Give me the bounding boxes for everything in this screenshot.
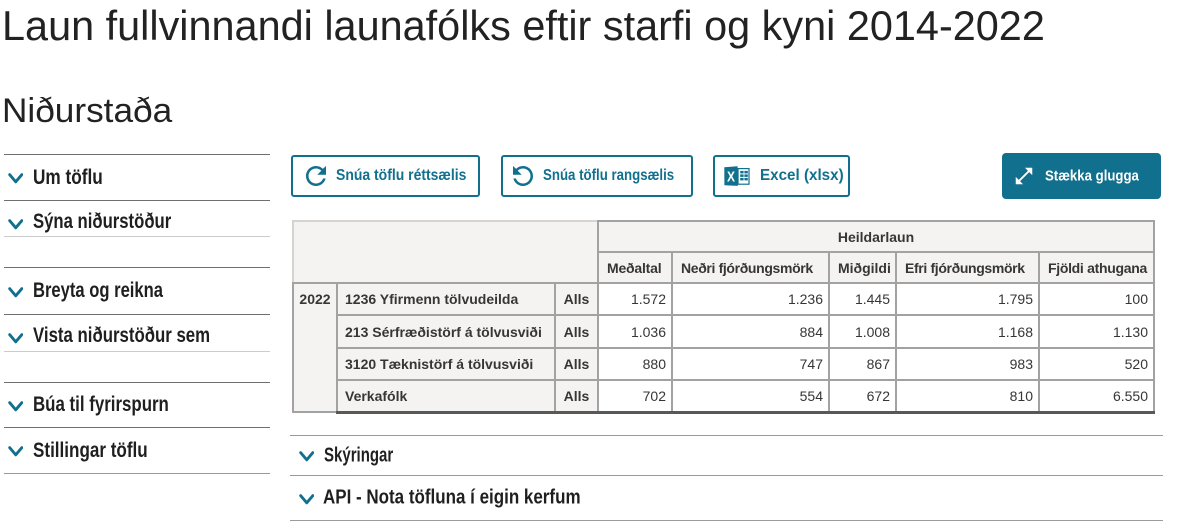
svg-text:X: X xyxy=(726,168,734,185)
